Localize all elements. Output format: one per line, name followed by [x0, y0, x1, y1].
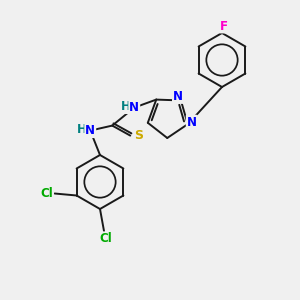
Text: N: N — [187, 116, 197, 129]
Text: Cl: Cl — [100, 232, 112, 245]
Text: F: F — [220, 20, 228, 32]
Text: N: N — [85, 124, 95, 137]
Text: H: H — [77, 123, 87, 136]
Text: N: N — [129, 101, 139, 114]
Text: N: N — [173, 90, 183, 103]
Text: S: S — [134, 129, 143, 142]
Text: H: H — [121, 100, 131, 113]
Text: Cl: Cl — [40, 187, 53, 200]
